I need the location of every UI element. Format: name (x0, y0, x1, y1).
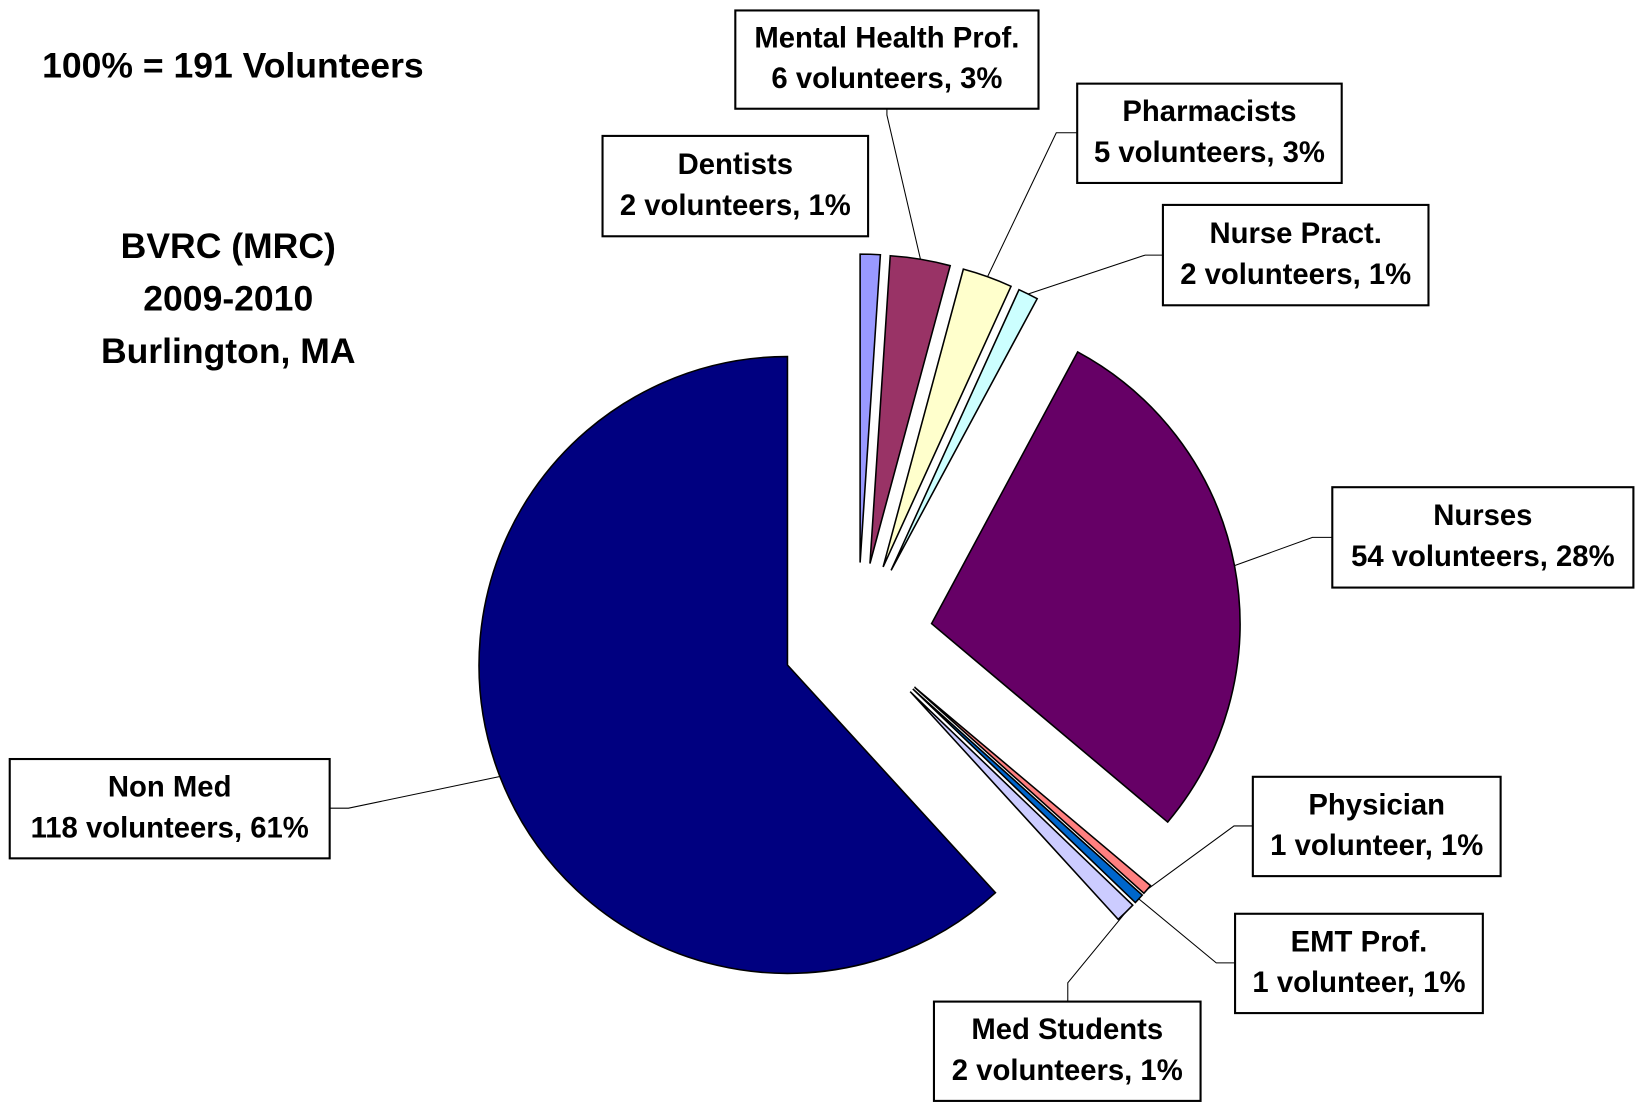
slice-label: Med Students (971, 1014, 1163, 1046)
label-box (1251, 775, 1502, 878)
value-label: 1 volunteer, 1% (1270, 830, 1483, 862)
chart-subtitle: 2009-2010 (143, 278, 313, 318)
chart-subtitle: Burlington, MA (101, 331, 356, 371)
pie-slice (890, 288, 1039, 571)
label-box (601, 134, 870, 238)
value-label: 2 volunteers, 1% (620, 190, 851, 222)
chart-subtitle: BVRC (MRC) (121, 226, 336, 266)
leader-line (1138, 898, 1236, 964)
value-label: 2 volunteers, 1% (952, 1055, 1183, 1087)
label-box (1331, 486, 1635, 589)
chart-title: 100% = 191 Volunteers (42, 45, 424, 85)
leader-line (886, 108, 921, 260)
label-box (1076, 82, 1343, 185)
leader-line (329, 776, 501, 809)
slice-label: Physician (1308, 789, 1445, 821)
pie-slice (913, 686, 1152, 895)
value-label: 1 volunteer, 1% (1252, 967, 1465, 999)
label-box (932, 1000, 1202, 1102)
pie-slice (859, 253, 882, 563)
leader-line (1067, 912, 1126, 1002)
value-label: 54 volunteers, 28% (1351, 541, 1615, 573)
leader-line (987, 132, 1078, 277)
slice-label: Nurses (1433, 500, 1532, 532)
leader-line (1146, 825, 1253, 890)
slice-label: Non Med (108, 772, 232, 804)
label-box (734, 9, 1040, 110)
slice-label: Mental Health Prof. (754, 23, 1019, 55)
pie-slice (869, 254, 952, 564)
pie-slice (478, 355, 997, 975)
value-label: 118 volunteers, 61% (31, 812, 309, 844)
slice-label: Nurse Pract. (1209, 218, 1381, 250)
pie-slice (912, 688, 1144, 904)
slice-label: Pharmacists (1122, 96, 1296, 128)
value-label: 6 volunteers, 3% (771, 63, 1002, 95)
label-box (1161, 203, 1430, 307)
slice-label: Dentists (678, 149, 793, 181)
leader-line (1234, 536, 1333, 567)
slice-label: EMT Prof. (1291, 926, 1428, 958)
label-box (8, 757, 331, 860)
leader-line (1028, 254, 1163, 295)
value-label: 5 volunteers, 3% (1094, 137, 1325, 169)
value-label: 2 volunteers, 1% (1180, 259, 1411, 291)
label-box (1234, 912, 1484, 1015)
